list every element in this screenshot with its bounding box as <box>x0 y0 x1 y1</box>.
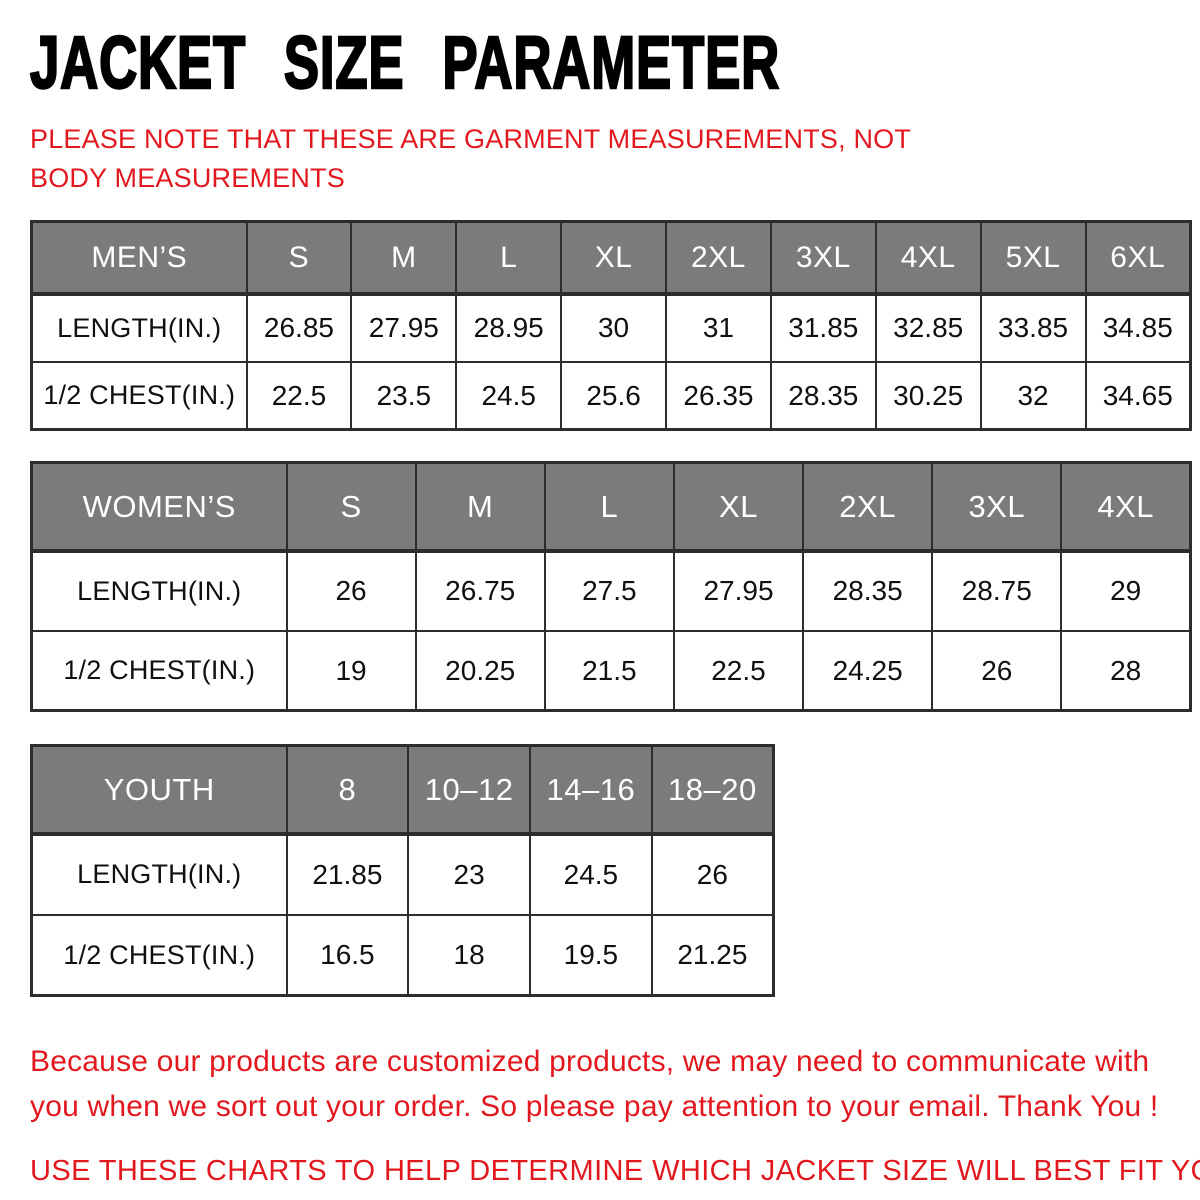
table-row: LENGTH(IN.) 26.85 27.95 28.95 30 31 31.85 32.85… <box>30 292 1192 363</box>
table-category-header: MEN’S <box>30 220 248 296</box>
measurement-value: 34.65 <box>1084 360 1192 431</box>
measurement-value: 19.5 <box>529 913 653 997</box>
page-title-wrap: JACKET SIZE PARAMETER <box>29 20 1170 106</box>
table-row: 1/2 CHEST(IN.) 19 20.25 21.5 22.5 24.25 26 28 <box>30 629 1192 712</box>
size-column-header: 8 <box>285 744 410 836</box>
size-column-header: 10–12 <box>407 744 531 836</box>
size-column-header: 2XL <box>802 461 934 553</box>
size-column-header: L <box>455 220 563 296</box>
measurement-value: 26.75 <box>414 549 546 632</box>
size-column-header: 3XL <box>931 461 1063 553</box>
measurement-value: 32.85 <box>874 292 982 363</box>
measurement-row-label: 1/2 CHEST(IN.) <box>30 913 288 997</box>
measurement-row-label: LENGTH(IN.) <box>30 832 288 916</box>
size-column-header: 5XL <box>979 220 1087 296</box>
measurement-value: 20.25 <box>414 629 546 712</box>
measurement-value: 30 <box>560 292 667 363</box>
measurement-value: 28.35 <box>802 549 934 632</box>
size-column-header: M <box>414 461 546 553</box>
measurement-value: 19 <box>285 629 417 712</box>
measurement-value: 32 <box>979 360 1087 431</box>
measurement-value: 26 <box>650 832 775 916</box>
garment-measurement-note: PLEASE NOTE THAT THESE ARE GARMENT MEASU… <box>30 124 911 194</box>
measurement-row-label: LENGTH(IN.) <box>30 292 248 363</box>
size-column-header: 3XL <box>769 220 877 296</box>
measurement-row-label: 1/2 CHEST(IN.) <box>30 629 288 712</box>
measurement-value: 24.25 <box>802 629 934 712</box>
measurement-value: 27.5 <box>543 549 675 632</box>
womens-size-table: WOMEN’S S M L XL 2XL 3XL 4XL LENGTH(IN.) 26 26.75 2… <box>30 461 1192 713</box>
measurement-value: 25.6 <box>560 360 667 431</box>
size-column-header: 4XL <box>1060 461 1192 553</box>
measurement-value: 21.85 <box>285 832 410 916</box>
measurement-value: 27.95 <box>350 292 458 363</box>
measurement-value: 29 <box>1060 549 1192 632</box>
size-column-header: XL <box>560 220 667 296</box>
table-row: 1/2 CHEST(IN.) 22.5 23.5 24.5 25.6 26.35 28.35… <box>30 360 1192 431</box>
table-row: LENGTH(IN.) 26 26.75 27.5 27.95 28.35 28.75 29 <box>30 549 1192 632</box>
size-column-header: 2XL <box>665 220 772 296</box>
measurement-value: 21.25 <box>650 913 775 997</box>
measurement-value: 26 <box>931 629 1063 712</box>
size-column-header: L <box>543 461 675 553</box>
table-row: 1/2 CHEST(IN.) 16.5 18 19.5 21.25 <box>30 913 775 997</box>
measurement-value: 26 <box>285 549 417 632</box>
size-column-header: S <box>285 461 417 553</box>
measurement-value: 28.75 <box>931 549 1063 632</box>
size-column-header: 4XL <box>874 220 982 296</box>
customization-notice: Because our products are customized prod… <box>30 1045 1159 1124</box>
measurement-value: 21.5 <box>543 629 675 712</box>
measurement-value: 26.85 <box>245 292 353 363</box>
size-column-header: 6XL <box>1084 220 1192 296</box>
mens-size-table: MEN’S S M L XL 2XL 3XL 4XL 5XL 6XL LENGTH(IN.) 26.8… <box>30 220 1192 432</box>
measurement-row-label: 1/2 CHEST(IN.) <box>30 360 248 431</box>
measurement-value: 28 <box>1060 629 1192 712</box>
measurement-value: 28.35 <box>769 360 877 431</box>
measurement-value: 22.5 <box>245 360 353 431</box>
page-title: JACKET SIZE PARAMETER <box>29 20 781 104</box>
size-column-header: M <box>350 220 458 296</box>
measurement-value: 34.85 <box>1084 292 1192 363</box>
table-row: LENGTH(IN.) 21.85 23 24.5 26 <box>30 832 775 916</box>
chart-usage-instruction: USE THESE CHARTS TO HELP DETERMINE WHICH… <box>30 1155 1200 1188</box>
header-row: WOMEN’S S M L XL 2XL 3XL 4XL <box>30 461 1192 553</box>
measurement-value: 18 <box>407 913 531 997</box>
measurement-value: 24.5 <box>529 832 653 916</box>
measurement-value: 31 <box>665 292 772 363</box>
measurement-value: 24.5 <box>455 360 563 431</box>
header-row: YOUTH 8 10–12 14–16 18–20 <box>30 744 775 836</box>
table-category-header: WOMEN’S <box>30 461 288 553</box>
measurement-value: 16.5 <box>285 913 410 997</box>
measurement-value: 23.5 <box>350 360 458 431</box>
measurement-value: 22.5 <box>672 629 805 712</box>
measurement-value: 28.95 <box>455 292 563 363</box>
size-column-header: 14–16 <box>529 744 653 836</box>
measurement-value: 31.85 <box>769 292 877 363</box>
measurement-value: 30.25 <box>874 360 982 431</box>
measurement-value: 23 <box>407 832 531 916</box>
size-column-header: S <box>245 220 353 296</box>
measurement-value: 26.35 <box>665 360 772 431</box>
measurement-value: 33.85 <box>979 292 1087 363</box>
size-column-header: XL <box>672 461 805 553</box>
measurement-value: 27.95 <box>672 549 805 632</box>
measurement-row-label: LENGTH(IN.) <box>30 549 288 632</box>
size-column-header: 18–20 <box>650 744 775 836</box>
header-row: MEN’S S M L XL 2XL 3XL 4XL 5XL 6XL <box>30 220 1192 296</box>
table-category-header: YOUTH <box>30 744 288 836</box>
youth-size-table: YOUTH 8 10–12 14–16 18–20 LENGTH(IN.) 21.85 23 2… <box>30 744 775 998</box>
